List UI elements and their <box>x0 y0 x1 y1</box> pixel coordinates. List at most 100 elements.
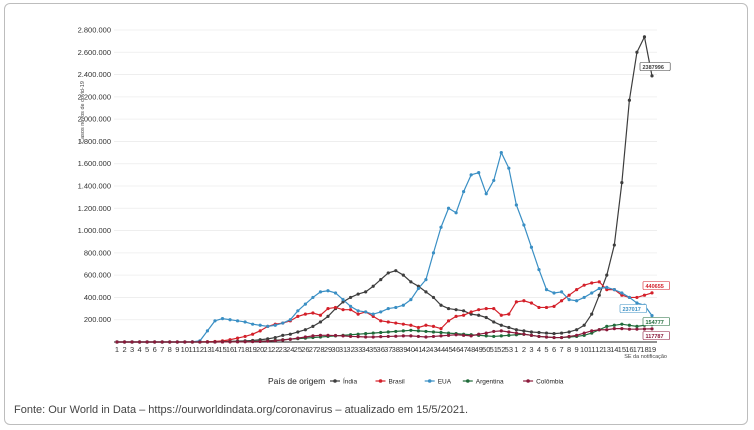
data-point <box>190 340 194 344</box>
data-point <box>582 323 586 327</box>
y-tick-label: 400.000 <box>84 293 111 302</box>
data-point <box>273 339 277 343</box>
data-point <box>477 313 481 317</box>
y-axis-label: Casos novos de covid-19 <box>80 81 86 143</box>
data-point <box>386 330 390 334</box>
x-tick-label: 18 <box>241 345 249 354</box>
end-label-text: 440655 <box>646 284 664 290</box>
series-line-argentina <box>117 323 653 343</box>
data-point <box>296 314 300 318</box>
data-point <box>348 308 353 312</box>
data-point <box>333 305 338 310</box>
data-point <box>273 323 277 327</box>
data-point <box>394 269 398 273</box>
data-point <box>371 312 375 316</box>
data-point <box>529 330 534 334</box>
x-tick-label: 41 <box>414 345 422 354</box>
chart-frame <box>4 3 748 425</box>
x-tick-label: 14 <box>610 345 618 354</box>
y-tick-label: 1.200.000 <box>78 204 111 213</box>
data-point <box>341 300 345 304</box>
data-point <box>175 340 179 344</box>
data-point <box>235 319 240 323</box>
data-point <box>590 331 594 335</box>
data-point <box>544 305 549 310</box>
data-point <box>356 312 360 316</box>
data-point <box>424 335 428 339</box>
x-tick-label: 30 <box>331 345 339 354</box>
data-point <box>484 306 488 311</box>
data-point <box>296 336 300 340</box>
data-point <box>499 329 503 333</box>
end-label-text: 154777 <box>646 320 664 326</box>
end-label-text: 237017 <box>623 307 641 313</box>
y-tick-label: 2.800.000 <box>78 26 111 35</box>
data-point <box>454 314 458 318</box>
data-point <box>401 273 405 277</box>
data-point <box>522 299 526 303</box>
data-point <box>431 330 436 334</box>
data-point <box>469 173 473 177</box>
data-point <box>454 333 458 337</box>
x-tick-label: 47 <box>459 345 467 354</box>
y-tick-label: 800.000 <box>84 248 111 257</box>
legend-label: Brasil <box>389 378 406 385</box>
x-tick-label: 37 <box>384 345 392 354</box>
data-point <box>552 291 556 295</box>
data-point <box>386 306 390 311</box>
data-point <box>364 332 368 336</box>
data-point <box>492 306 496 311</box>
x-tick-label: 15 <box>218 345 226 354</box>
data-point <box>642 293 647 297</box>
data-point <box>401 322 405 326</box>
end-label-box <box>642 331 670 340</box>
data-point <box>514 203 518 207</box>
x-tick-label: 46 <box>452 345 460 354</box>
data-point <box>462 309 466 313</box>
data-point <box>605 328 609 332</box>
data-point <box>454 211 458 215</box>
data-point <box>348 304 353 308</box>
y-tick-label: 2.200.000 <box>78 92 111 101</box>
data-point <box>597 280 601 284</box>
end-label-text: 2387996 <box>643 65 664 71</box>
data-point <box>620 322 624 326</box>
x-tick-label: 45 <box>444 345 452 354</box>
data-point <box>318 290 323 294</box>
data-point <box>409 298 413 302</box>
x-tick-label: 15 <box>618 345 626 354</box>
data-point <box>567 293 571 297</box>
data-point <box>115 340 119 344</box>
data-point <box>311 334 315 338</box>
x-tick-label: 1 <box>115 345 119 354</box>
data-point <box>499 313 503 317</box>
data-point <box>424 329 428 334</box>
end-label-box <box>642 281 670 290</box>
data-point <box>484 334 488 338</box>
data-point <box>575 288 579 292</box>
end-label-text: 117787 <box>646 334 664 340</box>
data-point <box>424 290 428 294</box>
x-tick-label: 3 <box>529 345 533 354</box>
data-point <box>575 328 579 332</box>
x-tick-label: 11 <box>188 345 196 354</box>
data-point <box>281 321 285 325</box>
data-point <box>424 323 428 327</box>
data-point <box>364 335 368 339</box>
data-point <box>544 331 549 335</box>
x-tick-label: 39 <box>399 345 407 354</box>
data-point <box>499 334 503 338</box>
end-labels: 2387996 440655 237017 154777 117787 <box>619 62 671 340</box>
data-point <box>635 295 639 300</box>
legend-label: Índia <box>343 376 357 385</box>
data-point <box>379 330 383 335</box>
legend-marker <box>378 379 383 383</box>
data-point <box>575 299 579 303</box>
data-point <box>356 332 360 336</box>
data-point <box>462 333 466 337</box>
data-point <box>492 178 496 183</box>
data-point <box>303 328 307 332</box>
data-point <box>251 332 255 336</box>
data-point <box>620 181 624 185</box>
data-point <box>409 334 413 338</box>
